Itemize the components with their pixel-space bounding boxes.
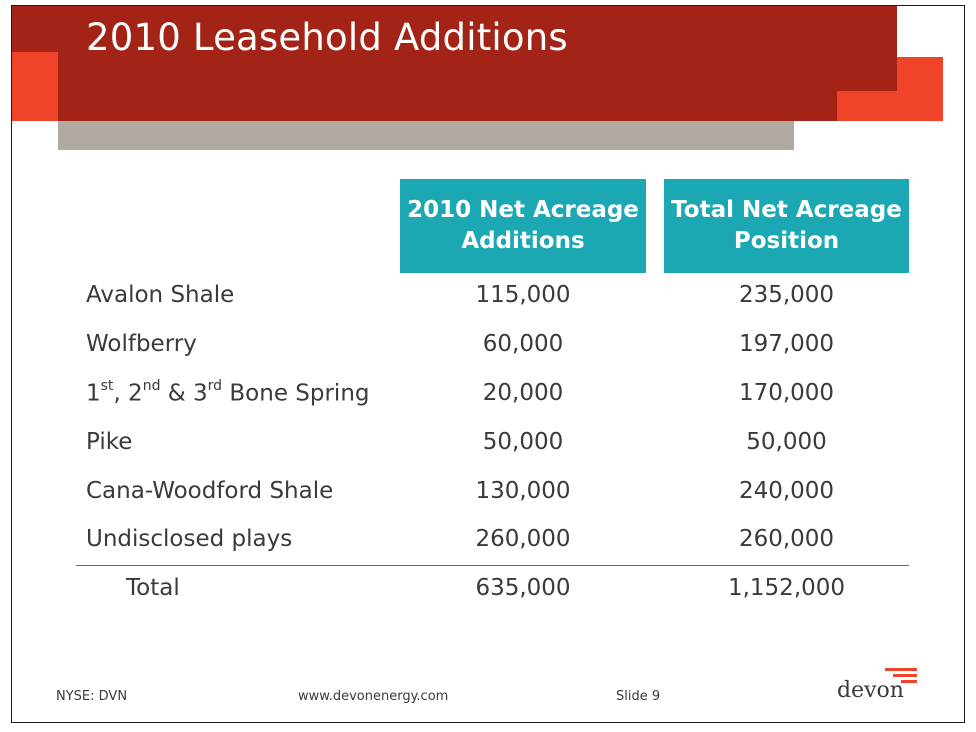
additions-value: 50,000 xyxy=(482,429,564,455)
footer-website: www.devonenergy.com xyxy=(298,689,449,704)
additions-value: 60,000 xyxy=(482,331,564,357)
table-row: 1st, 2nd & 3rd Bone Spring 20,000 170,00… xyxy=(12,378,964,420)
footer-slide-number: Slide 9 xyxy=(616,689,661,704)
position-value: 197,000 xyxy=(738,331,835,357)
header-dark-notch xyxy=(837,57,897,91)
row-label: Cana-Woodford Shale xyxy=(86,478,334,504)
additions-value: 20,000 xyxy=(482,380,564,406)
row-label: Undisclosed plays xyxy=(86,526,293,552)
table-row: Undisclosed plays 260,000 260,000 xyxy=(12,526,964,566)
additions-value: 260,000 xyxy=(475,526,571,552)
header-banner xyxy=(12,6,897,121)
position-value: 235,000 xyxy=(738,282,835,308)
total-additions-value: 635,000 xyxy=(475,575,571,601)
row-label: Avalon Shale xyxy=(86,282,235,308)
logo-stripe xyxy=(885,668,917,671)
table-row: Avalon Shale 115,000 235,000 xyxy=(12,282,964,322)
logo-wordmark: devon xyxy=(837,678,904,703)
row-label: Wolfberry xyxy=(86,331,197,357)
logo-stripe xyxy=(893,674,917,677)
footer-ticker: NYSE: DVN xyxy=(56,689,128,704)
position-value: 50,000 xyxy=(746,429,827,455)
total-position-value: 1,152,000 xyxy=(727,575,846,601)
table-row: Pike 50,000 50,000 xyxy=(12,429,964,469)
position-value: 260,000 xyxy=(738,526,835,552)
slide-title: 2010 Leasehold Additions xyxy=(86,16,568,59)
column-header-additions: 2010 Net Acreage Additions xyxy=(400,179,646,273)
column-header-position: Total Net Acreage Position xyxy=(664,179,909,273)
additions-value: 115,000 xyxy=(475,282,571,308)
table-row: Wolfberry 60,000 197,000 xyxy=(12,331,964,371)
logo-stripe xyxy=(901,680,917,683)
slide: 2010 Leasehold Additions 2010 Net Acreag… xyxy=(11,5,965,723)
total-row: Total 635,000 1,152,000 xyxy=(12,575,964,615)
row-label: Pike xyxy=(86,429,133,455)
position-value: 240,000 xyxy=(738,478,835,504)
header-grey-bar xyxy=(58,121,794,150)
position-value: 170,000 xyxy=(738,380,835,406)
row-label: 1st, 2nd & 3rd Bone Spring xyxy=(86,378,370,407)
table-row: Cana-Woodford Shale 130,000 240,000 xyxy=(12,478,964,518)
header-orange-block-left xyxy=(12,52,58,121)
devon-logo: devon xyxy=(835,664,919,708)
total-label: Total xyxy=(126,575,180,601)
total-divider xyxy=(76,565,909,566)
additions-value: 130,000 xyxy=(475,478,571,504)
